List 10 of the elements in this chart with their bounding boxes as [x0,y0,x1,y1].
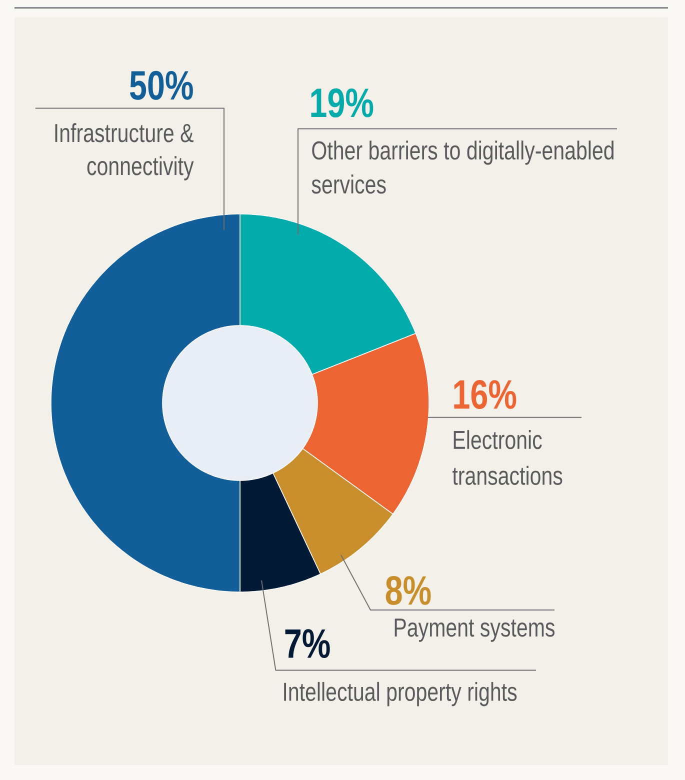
slice-label: Infrastructure & connectivity [55,123,194,180]
data-label: 19% [311,88,374,118]
slice-label: Other barriers to digitally-enabled services [312,140,614,194]
data-label: 8% [386,576,431,605]
data-label: 7% [285,629,330,658]
slice-label: Electronic transactions [452,430,562,485]
slice-label: Payment systems [394,618,555,642]
data-label: 50% [130,70,193,100]
slice-label: Intellectual property rights [284,682,517,706]
data-label: 16% [454,380,516,410]
